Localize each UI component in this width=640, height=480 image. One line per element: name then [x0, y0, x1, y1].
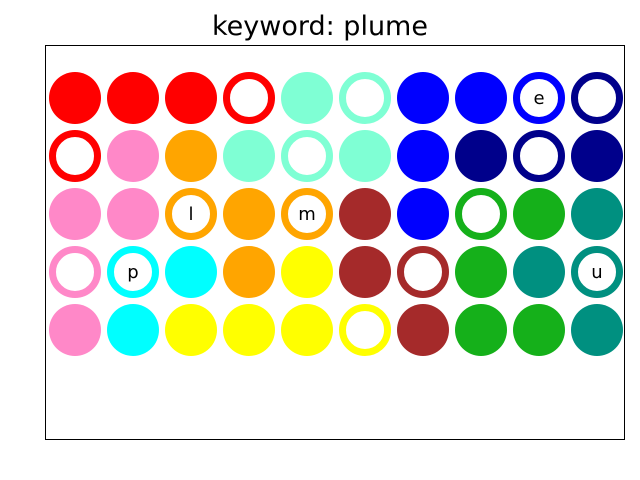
- circle-cell[interactable]: [397, 72, 449, 124]
- circle-cell[interactable]: [455, 130, 507, 182]
- circle-cell[interactable]: [397, 246, 449, 298]
- circle-cell[interactable]: [223, 246, 275, 298]
- circle-cell[interactable]: [339, 72, 391, 124]
- circle-cell[interactable]: [397, 188, 449, 240]
- circle-cell[interactable]: [455, 304, 507, 356]
- circle-cell[interactable]: [513, 188, 565, 240]
- circle-cell[interactable]: [49, 188, 101, 240]
- puzzle-title: keyword: plume: [212, 11, 428, 42]
- circle-cell[interactable]: [49, 304, 101, 356]
- circle-cell[interactable]: [281, 130, 333, 182]
- circle-cell[interactable]: [281, 72, 333, 124]
- circle-cell[interactable]: [49, 246, 101, 298]
- circle-cell[interactable]: [281, 304, 333, 356]
- circle-cell[interactable]: [107, 304, 159, 356]
- circle-cell[interactable]: [455, 72, 507, 124]
- circle-cell[interactable]: [223, 304, 275, 356]
- circle-cell[interactable]: u: [571, 246, 623, 298]
- circle-cell[interactable]: [107, 72, 159, 124]
- circle-cell[interactable]: [513, 304, 565, 356]
- circle-cell[interactable]: [339, 130, 391, 182]
- circle-cell[interactable]: [397, 304, 449, 356]
- circle-cell[interactable]: l: [165, 188, 217, 240]
- circle-cell[interactable]: [165, 130, 217, 182]
- circle-cell[interactable]: [513, 130, 565, 182]
- circle-cell[interactable]: [223, 130, 275, 182]
- circle-cell[interactable]: [281, 246, 333, 298]
- circle-cell[interactable]: [571, 188, 623, 240]
- circle-cell[interactable]: [571, 304, 623, 356]
- circle-cell[interactable]: p: [107, 246, 159, 298]
- circle-cell[interactable]: e: [513, 72, 565, 124]
- circle-cell[interactable]: [165, 304, 217, 356]
- circle-cell[interactable]: m: [281, 188, 333, 240]
- circle-cell[interactable]: [571, 130, 623, 182]
- game-board: e l m p u: [45, 45, 625, 440]
- circle-cell[interactable]: [107, 188, 159, 240]
- circle-cell[interactable]: [397, 130, 449, 182]
- circle-cell[interactable]: [571, 72, 623, 124]
- circle-cell[interactable]: [513, 246, 565, 298]
- circle-cell[interactable]: [339, 246, 391, 298]
- circle-cell[interactable]: [107, 130, 159, 182]
- circle-cell[interactable]: [223, 188, 275, 240]
- circle-cell[interactable]: [165, 72, 217, 124]
- circle-cell[interactable]: [455, 246, 507, 298]
- circle-cell[interactable]: [165, 246, 217, 298]
- circle-cell[interactable]: [339, 188, 391, 240]
- circle-cell[interactable]: [49, 130, 101, 182]
- circle-cell[interactable]: [455, 188, 507, 240]
- circle-cell[interactable]: [49, 72, 101, 124]
- circle-cell[interactable]: [223, 72, 275, 124]
- circle-cell[interactable]: [339, 304, 391, 356]
